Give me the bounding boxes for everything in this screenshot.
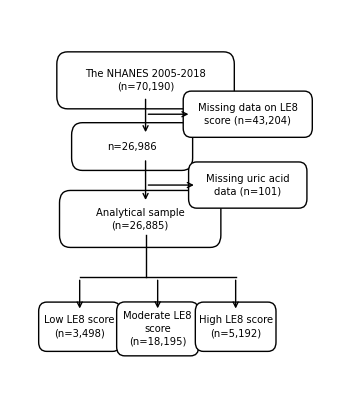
Text: The NHANES 2005-2018
(n=70,190): The NHANES 2005-2018 (n=70,190) [85, 69, 206, 92]
FancyBboxPatch shape [183, 91, 312, 137]
Text: Analytical sample
(n=26,885): Analytical sample (n=26,885) [96, 208, 185, 230]
Text: Missing uric acid
data (n=101): Missing uric acid data (n=101) [206, 174, 289, 196]
FancyBboxPatch shape [57, 52, 234, 109]
FancyBboxPatch shape [195, 302, 276, 351]
Text: High LE8 score
(n=5,192): High LE8 score (n=5,192) [198, 315, 273, 338]
FancyBboxPatch shape [39, 302, 121, 351]
Text: Low LE8 score
(n=3,498): Low LE8 score (n=3,498) [44, 315, 115, 338]
Text: n=26,986: n=26,986 [107, 142, 157, 152]
Text: Missing data on LE8
score (n=43,204): Missing data on LE8 score (n=43,204) [198, 103, 298, 126]
FancyBboxPatch shape [117, 302, 199, 356]
FancyBboxPatch shape [71, 123, 193, 170]
FancyBboxPatch shape [189, 162, 307, 208]
FancyBboxPatch shape [59, 190, 221, 248]
Text: Moderate LE8
score
(n=18,195): Moderate LE8 score (n=18,195) [124, 311, 192, 347]
